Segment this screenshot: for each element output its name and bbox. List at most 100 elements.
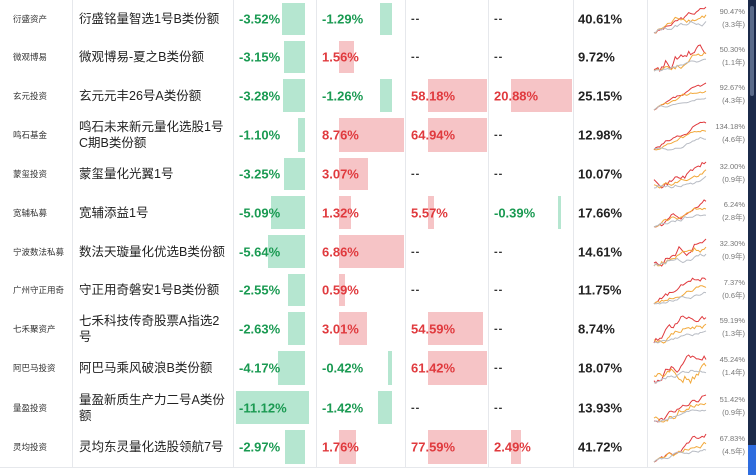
fund-name[interactable]: 量盈新质生产力二号A类份额 (79, 392, 225, 423)
fund-name[interactable]: 微观博易-夏之B类份额 (79, 50, 205, 64)
return-cell-4: 20.88% (489, 76, 574, 115)
sparkline-series-1 (653, 44, 707, 73)
fund-name[interactable]: 衍盛铭量智选1号B类份额 (79, 12, 220, 26)
fund-name-cell[interactable]: 数法天璇量化优选B类份额 (73, 232, 234, 271)
return-value: -5.64% (239, 244, 281, 259)
scroll-bottom-tab[interactable] (748, 445, 756, 475)
sparkline-series-2 (653, 362, 707, 385)
fund-name[interactable]: 阿巴马乘风破浪B类份额 (79, 361, 213, 375)
fund-name-cell[interactable]: 鸣石未来新元量化选股1号C期B类份额 (73, 115, 234, 155)
return-bar (281, 3, 305, 35)
return-bar (428, 79, 487, 112)
fund-name-cell[interactable]: 量盈新质生产力二号A类份额 (73, 388, 234, 427)
sparkline-cell[interactable]: 90.47% (3.3年) (648, 0, 748, 38)
fund-name-cell[interactable]: 守正用奇磐安1号B类份额 (73, 271, 234, 309)
fund-name[interactable]: 七禾科技传奇股票A指选2号 (79, 313, 220, 344)
total-return: 18.07% (578, 360, 623, 376)
sparkline-chart (653, 6, 707, 34)
sparkline-cell[interactable]: 32.00% (0.9年) (648, 155, 748, 193)
table-row[interactable]: 宁波数法私募 数法天璇量化优选B类份额 -5.64% 6.86% -- -- 14.61% 3… (0, 232, 748, 272)
total-return-cell: 14.61% (574, 232, 648, 271)
table-row[interactable]: 阿巴马投资 阿巴马乘风破浪B类份额 -4.17% -0.42% 61.42% -- 18.0… (0, 348, 748, 389)
institution-name: 微观博易 (13, 52, 48, 62)
table-row[interactable]: 广州守正用奇 守正用奇磐安1号B类份额 -2.55% 0.59% -- -- 11.75% 7… (0, 271, 748, 310)
total-return-cell: 9.72% (574, 38, 648, 76)
institution-name: 七禾聚资产 (13, 323, 56, 334)
fund-name-cell[interactable]: 玄元元丰26号A类份额 (73, 76, 234, 115)
sparkline-cell[interactable]: 67.83% (4.5年) (648, 427, 748, 467)
return-value: -3.15% (239, 49, 281, 65)
institution-name: 衍盛资产 (13, 14, 48, 24)
return-cell-2: -1.26% (317, 76, 406, 115)
sparkline-chart (653, 354, 707, 385)
return-bar (339, 196, 352, 229)
institution-name: 鸣石基金 (13, 130, 48, 140)
fund-name-cell[interactable]: 微观博易-夏之B类份额 (73, 38, 234, 76)
table-row[interactable]: 衍盛资产 衍盛铭量智选1号B类份额 -3.52% -1.29% -- -- 40.61% 90… (0, 0, 748, 39)
institution-name: 蒙玺投资 (13, 169, 48, 179)
fund-name[interactable]: 宽辅添益1号 (79, 205, 149, 220)
sparkline-cell[interactable]: 59.19% (1.3年) (648, 309, 748, 348)
table-row[interactable]: 微观博易 微观博易-夏之B类份额 -3.15% 1.56% -- -- 9.72% 50.30… (0, 38, 748, 77)
scrollbar[interactable] (748, 0, 756, 475)
empty-value: -- (411, 13, 421, 25)
fund-name-cell[interactable]: 衍盛铭量智选1号B类份额 (73, 0, 234, 38)
sparkline-cell[interactable]: 50.30% (1.1年) (648, 38, 748, 76)
total-return-cell: 10.07% (574, 155, 648, 193)
fund-name-cell[interactable]: 灵均东灵量化选股领航7号 (73, 427, 234, 467)
institution-name: 宽辅私募 (13, 207, 48, 218)
sparkline-cell[interactable]: 32.30% (0.9年) (648, 232, 748, 271)
sparkline-series-3 (653, 58, 706, 72)
sparkline-period: (4.3年) (722, 96, 745, 105)
return-cell-1: -4.17% (234, 348, 317, 388)
return-cell-1: -3.15% (234, 38, 317, 76)
return-value: 1.32% (322, 205, 359, 220)
return-value: 1.76% (322, 439, 359, 455)
sparkline-series-2 (653, 52, 707, 72)
table-row[interactable]: 七禾聚资产 七禾科技传奇股票A指选2号 -2.63% 3.01% 54.59% -- 8.7… (0, 309, 748, 349)
sparkline-series-2 (653, 169, 707, 189)
institution-cell: 阿巴马投资 (0, 348, 73, 388)
return-bar (284, 41, 305, 73)
table-row[interactable]: 灵均投资 灵均东灵量化选股领航7号 -2.97% 1.76% 77.59% 2.49% 41… (0, 427, 748, 468)
sparkline-series-1 (653, 315, 707, 344)
return-cell-2: 0.59% (317, 271, 406, 309)
fund-name[interactable]: 灵均东灵量化选股领航7号 (79, 440, 224, 454)
sparkline-cell[interactable]: 51.42% (0.9年) (648, 388, 748, 427)
return-value: 8.76% (322, 127, 359, 143)
sparkline-cell[interactable]: 45.24% (1.4年) (648, 348, 748, 388)
sparkline-value: 45.24% (719, 355, 745, 364)
sparkline-series-3 (653, 330, 707, 344)
sparkline-period: (1.4年) (722, 368, 745, 377)
fund-name[interactable]: 蒙玺量化光翼1号 (79, 167, 174, 181)
fund-name-cell[interactable]: 七禾科技传奇股票A指选2号 (73, 309, 234, 348)
sparkline-cell[interactable]: 6.24% (2.8年) (648, 193, 748, 232)
fund-name[interactable]: 玄元元丰26号A类份额 (79, 88, 202, 103)
sparkline-cell[interactable]: 7.37% (0.6年) (648, 271, 748, 309)
table-row[interactable]: 鸣石基金 鸣石未来新元量化选股1号C期B类份额 -1.10% 8.76% 64.94% -… (0, 115, 748, 156)
table-row[interactable]: 玄元投资 玄元元丰26号A类份额 -3.28% -1.26% 58.18% 20.88% 2… (0, 76, 748, 116)
return-cell-3: 77.59% (406, 427, 489, 467)
return-value: -5.09% (239, 205, 281, 220)
sparkline-chart (653, 315, 707, 344)
fund-name[interactable]: 守正用奇磐安1号B类份额 (79, 283, 220, 297)
table-row[interactable]: 蒙玺投资 蒙玺量化光翼1号 -3.25% 3.07% -- -- 10.07% 32.00% (… (0, 155, 748, 194)
fund-name[interactable]: 数法天璇量化优选B类份额 (79, 244, 225, 259)
table-row[interactable]: 量盈投资 量盈新质生产力二号A类份额 -11.12% -1.42% -- -- 13.93%… (0, 388, 748, 428)
return-bar (287, 312, 305, 345)
sparkline-cell[interactable]: 134.18% (4.6年) (648, 115, 748, 155)
empty-value: -- (494, 401, 504, 414)
total-return-cell: 17.66% (574, 193, 648, 232)
return-cell-1: -3.28% (234, 76, 317, 115)
fund-name[interactable]: 鸣石未来新元量化选股1号C期B类份额 (79, 120, 224, 150)
fund-name-cell[interactable]: 蒙玺量化光翼1号 (73, 155, 234, 193)
scrollbar-thumb[interactable] (750, 6, 754, 96)
sparkline-cell[interactable]: 92.67% (4.3年) (648, 76, 748, 115)
sparkline-period: (1.1年) (722, 58, 745, 67)
table-row[interactable]: 宽辅私募 宽辅添益1号 -5.09% 1.32% 5.57% -0.39% 17.66% 6.… (0, 193, 748, 233)
return-cell-3: 58.18% (406, 76, 489, 115)
institution-name: 宁波数法私募 (13, 246, 65, 257)
fund-name-cell[interactable]: 阿巴马乘风破浪B类份额 (73, 348, 234, 388)
fund-name-cell[interactable]: 宽辅添益1号 (73, 193, 234, 232)
return-bar (339, 41, 354, 73)
